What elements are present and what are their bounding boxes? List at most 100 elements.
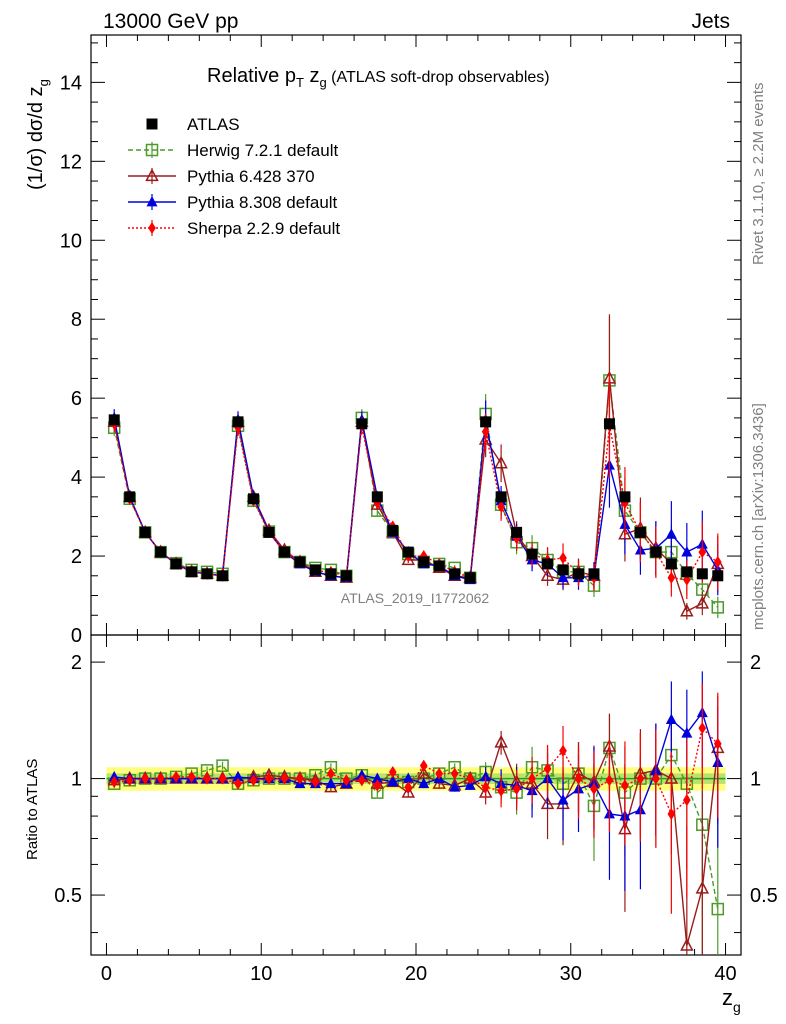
plot-title-mid: z <box>304 65 320 87</box>
data-point <box>682 794 691 807</box>
data-point <box>665 713 677 725</box>
legend-item-atlas: ATLAS <box>146 115 240 134</box>
data-point <box>187 770 196 783</box>
series-line <box>113 417 719 581</box>
main-panel: 0 2 4 6 8 10 12 14 <box>60 34 742 647</box>
data-point <box>681 566 693 578</box>
data-point <box>433 560 445 572</box>
data-point <box>466 772 475 785</box>
data-point <box>387 775 399 787</box>
data-point <box>696 568 708 580</box>
data-point <box>296 772 304 785</box>
data-point <box>695 595 710 609</box>
legend-item-pythia-8-308-default: Pythia 8.308 default <box>128 193 338 212</box>
ratio-y-tick-label: 2 <box>71 652 82 674</box>
main-y-tick-label: 2 <box>71 546 82 568</box>
data-point <box>665 558 677 570</box>
plot-title: Relative pT zg (ATLAS soft-drop observab… <box>207 65 550 90</box>
data-point <box>573 568 584 580</box>
x-tick-label: 0 <box>101 963 112 985</box>
data-point <box>371 491 383 503</box>
data-point <box>401 784 416 798</box>
data-point <box>217 570 229 582</box>
data-point <box>387 524 399 536</box>
data-point <box>511 526 523 538</box>
legend-label: Pythia 8.308 default <box>187 193 338 212</box>
header-left: 13000 GeV pp <box>103 10 238 33</box>
main-y-tick-label: 6 <box>71 388 82 410</box>
data-point <box>340 570 352 582</box>
main-y-tick-label: 12 <box>60 151 82 173</box>
main-y-tick-label: 10 <box>60 230 82 252</box>
data-point <box>713 555 722 569</box>
data-point <box>480 770 492 782</box>
data-point <box>481 425 490 438</box>
data-point <box>125 774 134 787</box>
ratio-y-tick-label-right: 2 <box>750 652 761 674</box>
data-point <box>373 779 382 792</box>
data-point <box>435 767 444 780</box>
ratio-series-line <box>114 726 719 816</box>
data-point <box>526 548 538 560</box>
ratio-series-sherpa-2-2-9-default <box>110 683 722 914</box>
data-point <box>232 416 244 428</box>
data-point <box>559 551 567 565</box>
main-y-tick-label: 0 <box>71 625 82 647</box>
data-point <box>145 143 159 157</box>
plot-title-sub2: g <box>319 75 326 90</box>
data-point <box>356 418 368 430</box>
series-line <box>113 380 719 608</box>
x-tick-label: 20 <box>405 963 427 985</box>
data-point <box>280 772 289 785</box>
data-point <box>108 414 120 426</box>
data-point <box>619 491 631 503</box>
data-point <box>540 568 555 581</box>
legend-label: ATLAS <box>187 115 240 134</box>
series-sherpa-2-2-9-default <box>110 373 722 600</box>
data-point <box>402 772 414 783</box>
data-point <box>590 782 598 796</box>
data-point <box>234 777 242 790</box>
data-point <box>342 774 351 787</box>
data-point <box>325 777 337 789</box>
header-right: Jets <box>691 10 730 33</box>
x-tick-label: 30 <box>560 963 582 985</box>
plot-title-main: Relative p <box>207 65 296 87</box>
data-point <box>201 568 213 580</box>
data-point <box>495 491 507 503</box>
data-point <box>574 772 583 785</box>
series-atlas <box>108 414 724 584</box>
data-point <box>481 781 490 794</box>
data-point <box>543 762 552 775</box>
data-point <box>418 556 430 568</box>
data-point <box>494 455 508 469</box>
x-axis-label: zg <box>722 985 741 1015</box>
data-point <box>695 880 710 894</box>
data-point <box>419 759 428 772</box>
main-y-label: (1/σ) dσ/d zg <box>25 79 51 190</box>
legend: ATLAS Herwig 7.2.1 default Pythia 6.428 37… <box>128 115 340 238</box>
data-point <box>497 500 505 513</box>
data-point <box>156 772 165 785</box>
ratio-panel: 0 10 20 30 40 0.5 0.5 1 1 2 2 <box>54 634 778 985</box>
data-point <box>665 528 677 539</box>
ratio-y-label: Ratio to ATLAS <box>24 759 41 860</box>
mcplots-label: mcplots.cern.ch [arXiv:1306.3436] <box>750 403 767 630</box>
data-point <box>652 772 660 785</box>
data-point <box>605 774 614 787</box>
x-tick-label: 40 <box>714 963 736 985</box>
data-point <box>497 784 505 797</box>
data-point <box>480 416 492 428</box>
legend-label: Herwig 7.2.1 default <box>187 141 338 160</box>
data-point <box>278 546 290 558</box>
data-point <box>248 493 259 505</box>
data-point <box>680 938 694 951</box>
data-point <box>146 195 158 207</box>
data-point <box>449 781 461 792</box>
data-point <box>681 546 693 557</box>
data-point <box>139 526 151 538</box>
ratio-y-tick-label-right: 1 <box>750 769 761 791</box>
series-line <box>113 423 719 581</box>
ratio-y-tick-label: 1 <box>71 769 82 791</box>
